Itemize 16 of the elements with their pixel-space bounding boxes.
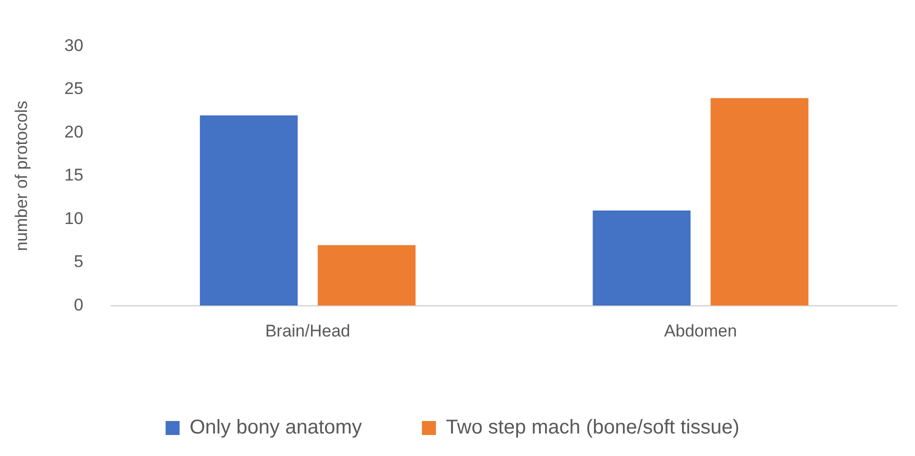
bar	[200, 115, 298, 306]
bar	[592, 210, 691, 306]
legend-label: Only bony anatomy	[190, 416, 362, 439]
legend-label: Two step mach (bone/soft tissue)	[446, 416, 740, 439]
x-tick-label: Brain/Head	[265, 321, 350, 340]
x-tick-label: Abdomen	[664, 321, 737, 340]
y-tick-label: 10	[64, 208, 84, 228]
bar	[318, 245, 416, 306]
y-tick-label: 20	[64, 122, 84, 142]
y-tick-label: 25	[64, 79, 84, 98]
y-tick-label: 15	[64, 166, 84, 185]
y-tick-label: 30	[64, 36, 84, 55]
y-axis-title: number of protocols	[12, 100, 31, 252]
y-tick-label: 5	[74, 252, 84, 272]
y-tick-label: 0	[74, 295, 84, 314]
bar	[710, 98, 808, 306]
